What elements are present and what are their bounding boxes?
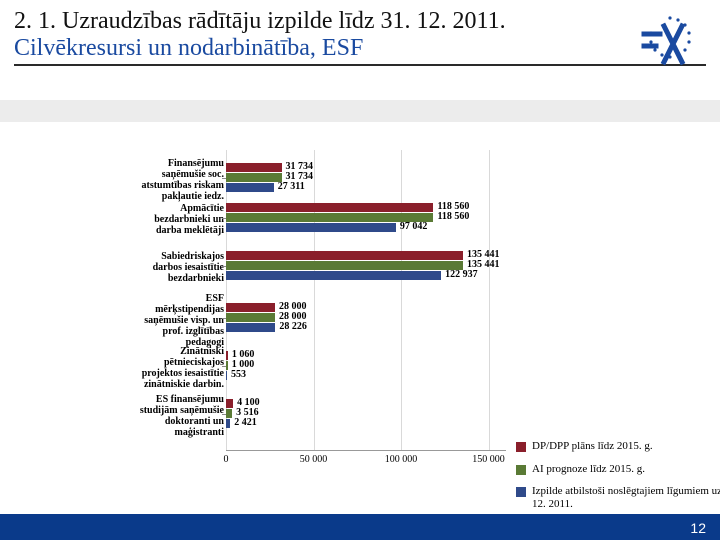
bar: 1 000: [226, 361, 228, 370]
bar: 118 560: [226, 203, 433, 212]
y-tick: [222, 366, 226, 367]
gray-band: [0, 100, 720, 122]
x-tick-label: 150 000: [472, 454, 505, 465]
legend-label: DP/DPP plāns līdz 2015. g.: [532, 440, 653, 452]
y-tick: [222, 318, 226, 319]
legend-label: AI prognoze līdz 2015. g.: [532, 463, 645, 475]
x-tick-label: 50 000: [300, 454, 328, 465]
bar: 553: [226, 371, 227, 380]
gridline: [401, 150, 402, 450]
bar: 135 441: [226, 261, 463, 270]
page-number: 12: [690, 520, 706, 536]
legend-item: AI prognoze līdz 2015. g.: [516, 463, 720, 476]
bar-value: 27 311: [278, 181, 305, 192]
bar: 31 734: [226, 173, 282, 182]
plot-area: 31 73431 73427 311118 560118 56097 04213…: [226, 150, 506, 451]
legend: DP/DPP plāns līdz 2015. g. AI prognoze lī…: [516, 440, 720, 521]
title-line2: Cilvēkresursi un nodarbinātība, ESF: [14, 35, 706, 62]
bar: 28 000: [226, 303, 275, 312]
bar-value: 122 937: [445, 269, 478, 280]
x-tick-label: 100 000: [385, 454, 418, 465]
page: 2. 1. Uzraudzības rādītāju izpilde līdz …: [0, 0, 720, 540]
logo: [614, 12, 702, 72]
bar-value: 28 226: [279, 321, 307, 332]
bar: 97 042: [226, 223, 396, 232]
y-tick: [222, 414, 226, 415]
gridline: [314, 150, 315, 450]
bar: 28 226: [226, 323, 275, 332]
category-label: Sabiedriskajosdarbos iesaistītiebezdarbn…: [134, 251, 224, 284]
legend-item: Izpilde atbilstoši noslēgtajiem līgumiem…: [516, 485, 720, 510]
bar: 31 734: [226, 163, 282, 172]
bar: 4 100: [226, 399, 233, 408]
bar-value: 97 042: [400, 221, 428, 232]
bar: 122 937: [226, 271, 441, 280]
bar: 135 441: [226, 251, 463, 260]
bar-value: 118 560: [437, 211, 469, 222]
bar-chart: 31 73431 73427 311118 560118 56097 04213…: [56, 150, 616, 480]
y-tick: [222, 266, 226, 267]
x-tick-label: 0: [224, 454, 229, 465]
category-label: Finansējumusaņēmušie soc.atstumtības ris…: [130, 158, 224, 202]
bar: 2 421: [226, 419, 230, 428]
category-label: Apmācītiebezdarbnieki undarba meklētāji: [136, 203, 224, 236]
bar: 3 516: [226, 409, 232, 418]
bar: 1 060: [226, 351, 228, 360]
category-label: ES finansējumustudijām saņēmušiedoktoran…: [122, 394, 224, 438]
bar-value: 553: [231, 369, 246, 380]
footer-bar: [0, 514, 720, 540]
category-label: ESFmērķstipendijassaņēmušie visp. unprof…: [124, 293, 224, 348]
legend-swatch: [516, 465, 526, 475]
y-tick: [222, 218, 226, 219]
category-label: Zinātniskipētnieciskajosprojektos iesais…: [118, 346, 224, 390]
logo-svg: [614, 12, 702, 72]
legend-swatch: [516, 442, 526, 452]
legend-label: Izpilde atbilstoši noslēgtajiem līgumiem…: [532, 485, 720, 510]
bar-value: 2 421: [234, 417, 257, 428]
legend-swatch: [516, 487, 526, 497]
bar: 28 000: [226, 313, 275, 322]
header: 2. 1. Uzraudzības rādītāju izpilde līdz …: [14, 8, 706, 66]
gridline: [489, 150, 490, 450]
legend-item: DP/DPP plāns līdz 2015. g.: [516, 440, 720, 453]
y-tick: [222, 178, 226, 179]
bar: 27 311: [226, 183, 274, 192]
title-line1: 2. 1. Uzraudzības rādītāju izpilde līdz …: [14, 8, 706, 35]
